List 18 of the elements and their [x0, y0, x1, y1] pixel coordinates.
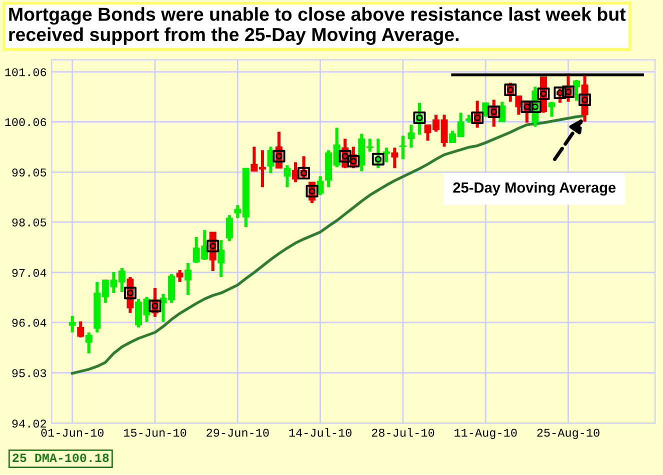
y-tick-label: 97.04: [12, 268, 46, 277]
y-tick-label: 99.05: [12, 168, 46, 177]
y-tick-label: 101.06: [5, 68, 46, 76]
text: 25 DMA-100.18: [12, 454, 109, 462]
y-tick-label: 96.04: [12, 318, 46, 327]
x-tick-label: 14-Jul-10: [289, 428, 352, 437]
x-tick-label: 15-Jun-10: [124, 428, 186, 437]
x-tick-label: 28-Jul-10: [372, 428, 434, 437]
y-tick-label: 100.06: [5, 118, 46, 126]
y-tick-label: 95.03: [12, 369, 46, 378]
y-tick-label: 94.02: [12, 420, 46, 428]
x-tick-label: 11-Aug-10: [454, 428, 517, 440]
chart-title: Mortgage Bonds were unable to close above resistance last week but received support from the 25-Day Moving Average.: [9, 7, 626, 45]
x-tick-label: 25-Aug-10: [537, 428, 600, 440]
x-tick-label: 01-Jun-10: [41, 428, 104, 437]
annotation: 25-Day Moving Average: [453, 182, 616, 196]
x-tick-label: 29-Jun-10: [206, 428, 269, 437]
y-tick-label: 98.05: [12, 218, 46, 226]
